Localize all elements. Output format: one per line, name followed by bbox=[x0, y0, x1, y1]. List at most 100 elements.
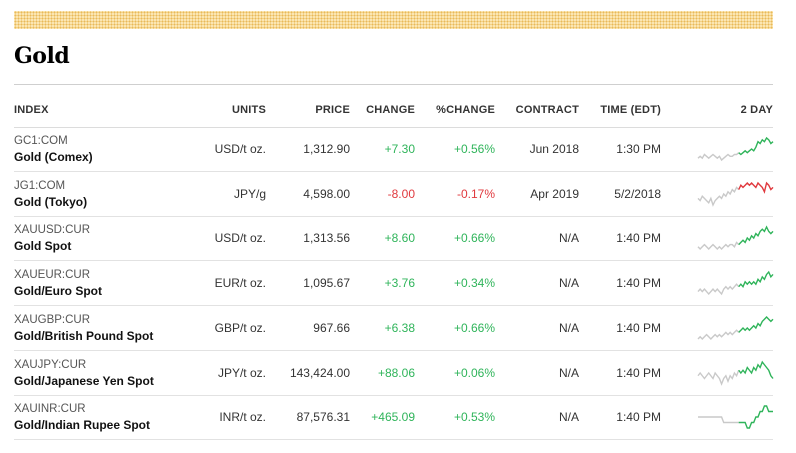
time-cell: 5/2/2018 bbox=[614, 186, 661, 201]
sparkline-prior-day bbox=[697, 241, 740, 251]
pct-change-cell: +0.66% bbox=[453, 320, 495, 335]
header-change: CHANGE bbox=[366, 104, 415, 116]
two-day-sparkline[interactable] bbox=[697, 221, 774, 253]
units-cell: JPY/g bbox=[233, 186, 266, 201]
header-pct-change: %CHANGE bbox=[436, 104, 495, 116]
change-cell: +7.30 bbox=[384, 142, 415, 156]
sparkline-prior-day bbox=[697, 152, 740, 162]
price-cell: 1,313.56 bbox=[303, 231, 350, 246]
sparkline-current-day bbox=[738, 360, 774, 379]
security-name[interactable]: Gold (Comex) bbox=[14, 150, 93, 164]
change-cell: +6.38 bbox=[384, 320, 415, 335]
units-cell: JPY/t oz. bbox=[217, 365, 266, 380]
table-row[interactable]: XAUGBP:CUR Gold/British Pound Spot GBP/t o… bbox=[0, 307, 796, 351]
ticker-link[interactable]: XAUUSD:CUR bbox=[14, 224, 91, 237]
row-divider bbox=[14, 171, 773, 172]
time-cell: 1:30 PM bbox=[616, 142, 661, 156]
ticker-link[interactable]: XAUINR:CUR bbox=[14, 403, 86, 416]
header-price: PRICE bbox=[315, 104, 350, 116]
security-name[interactable]: Gold/Japanese Yen Spot bbox=[14, 373, 154, 388]
pct-change-cell: +0.06% bbox=[453, 365, 495, 380]
units-cell: USD/t oz. bbox=[214, 142, 266, 156]
security-name[interactable]: Gold Spot bbox=[14, 239, 72, 254]
sparkline-prior-day bbox=[697, 328, 740, 340]
pct-change-cell: -0.17% bbox=[456, 186, 495, 201]
sparkline-current-day bbox=[738, 181, 774, 194]
change-cell: +8.60 bbox=[384, 231, 415, 246]
contract-cell: Apr 2019 bbox=[530, 186, 579, 201]
time-cell: 1:40 PM bbox=[616, 410, 661, 425]
units-cell: EUR/t oz. bbox=[214, 276, 266, 291]
table-row[interactable]: GC1:COM Gold (Comex) USD/t oz. 1,312.90 +7.3… bbox=[0, 128, 796, 172]
header-contract: CONTRACT bbox=[515, 104, 579, 116]
sparkline-current-day bbox=[738, 136, 774, 156]
units-cell: INR/t oz. bbox=[219, 410, 266, 425]
sparkline-prior-day bbox=[697, 283, 740, 296]
time-cell: 1:40 PM bbox=[616, 320, 661, 335]
sparkline-prior-day bbox=[697, 369, 740, 386]
time-cell: 1:40 PM bbox=[616, 231, 661, 246]
contract-cell: N/A bbox=[558, 410, 579, 425]
sparkline-prior-day bbox=[698, 416, 739, 424]
price-cell: 1,095.67 bbox=[303, 276, 350, 291]
pct-change-cell: +0.34% bbox=[453, 276, 495, 291]
row-divider bbox=[14, 439, 773, 441]
change-cell: +3.76 bbox=[384, 276, 415, 291]
sparkline-current-day bbox=[738, 315, 774, 333]
price-cell: 143,424.00 bbox=[289, 365, 350, 380]
contract-cell: N/A bbox=[558, 365, 579, 380]
pct-change-cell: +0.66% bbox=[453, 231, 495, 246]
price-cell: 87,576.31 bbox=[296, 410, 350, 425]
header-units: UNITS bbox=[232, 104, 266, 116]
ticker-link[interactable]: GC1:COM bbox=[14, 135, 68, 147]
contract-cell: N/A bbox=[558, 231, 579, 246]
units-cell: GBP/t oz. bbox=[214, 320, 266, 335]
security-name[interactable]: Gold/Euro Spot bbox=[14, 284, 102, 299]
contract-cell: Jun 2018 bbox=[529, 142, 579, 156]
table-row[interactable]: XAUINR:CUR Gold/Indian Rupee Spot INR/t oz… bbox=[0, 396, 796, 441]
header-divider bbox=[14, 127, 773, 128]
contract-cell: N/A bbox=[558, 320, 579, 335]
security-name[interactable]: Gold/Indian Rupee Spot bbox=[14, 418, 150, 433]
security-name[interactable]: Gold (Tokyo) bbox=[14, 194, 88, 209]
row-divider bbox=[14, 349, 773, 351]
sparkline-current-day bbox=[738, 225, 774, 246]
row-divider bbox=[14, 215, 773, 217]
sparkline-prior-day bbox=[697, 185, 740, 207]
header-index: INDEX bbox=[14, 104, 49, 116]
ticker-link[interactable]: XAUGBP:CUR bbox=[14, 313, 91, 326]
table-row[interactable]: XAUEUR:CUR Gold/Euro Spot EUR/t oz. 1,095.6… bbox=[0, 262, 796, 307]
table-row[interactable]: XAUJPY:CUR Gold/Japanese Yen Spot JPY/t oz… bbox=[0, 352, 796, 396]
two-day-sparkline[interactable] bbox=[697, 132, 774, 164]
row-divider bbox=[14, 305, 773, 307]
change-cell: +465.09 bbox=[371, 410, 415, 425]
page-title: Gold bbox=[14, 43, 70, 69]
table-row[interactable]: JG1:COM Gold (Tokyo) JPY/g 4,598.00 -8.00 -0.… bbox=[0, 173, 796, 217]
two-day-sparkline[interactable] bbox=[697, 400, 774, 432]
sparkline-current-day bbox=[738, 405, 773, 429]
header-time: TIME (EDT) bbox=[600, 104, 661, 116]
time-cell: 1:40 PM bbox=[616, 276, 661, 291]
ticker-link[interactable]: XAUJPY:CUR bbox=[14, 358, 87, 371]
row-divider bbox=[14, 394, 773, 396]
two-day-sparkline[interactable] bbox=[697, 311, 774, 343]
sparkline-current-day bbox=[738, 270, 774, 289]
time-cell: 1:40 PM bbox=[616, 365, 661, 380]
row-divider bbox=[14, 260, 773, 262]
price-cell: 967.66 bbox=[313, 320, 350, 335]
ticker-link[interactable]: XAUEUR:CUR bbox=[14, 269, 91, 282]
header-2-day: 2 DAY bbox=[740, 104, 773, 116]
change-cell: +88.06 bbox=[377, 365, 415, 380]
price-cell: 1,312.90 bbox=[303, 142, 350, 156]
two-day-sparkline[interactable] bbox=[697, 266, 774, 298]
two-day-sparkline[interactable] bbox=[697, 356, 774, 388]
table-row[interactable]: XAUUSD:CUR Gold Spot USD/t oz. 1,313.56 +8.6… bbox=[0, 217, 796, 262]
security-name[interactable]: Gold/British Pound Spot bbox=[14, 328, 154, 343]
pct-change-cell: +0.56% bbox=[453, 142, 495, 156]
ticker-link[interactable]: JG1:COM bbox=[14, 179, 66, 192]
pct-change-cell: +0.53% bbox=[453, 410, 495, 425]
price-cell: 4,598.00 bbox=[303, 186, 350, 201]
two-day-sparkline[interactable] bbox=[697, 177, 774, 209]
change-cell: -8.00 bbox=[387, 186, 415, 201]
units-cell: USD/t oz. bbox=[214, 231, 266, 246]
